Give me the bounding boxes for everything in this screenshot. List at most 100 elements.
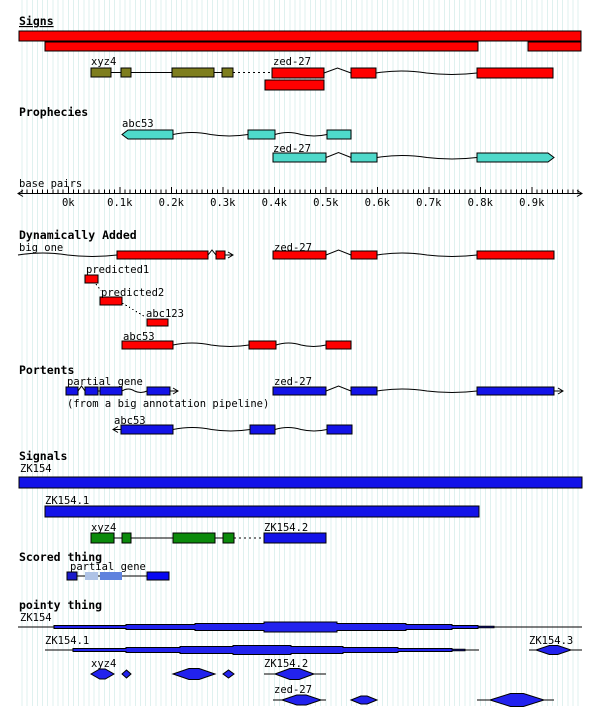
feature-sign-bar-mid-right[interactable]	[527, 41, 582, 52]
feature-box[interactable]	[527, 41, 582, 52]
exon-pointed[interactable]	[121, 129, 174, 140]
feature-xyz4-signs[interactable]: xyz4	[90, 56, 271, 78]
exon-box[interactable]	[18, 476, 583, 489]
feature-abc53-prophecies[interactable]: abc53	[121, 118, 352, 140]
spindle-shape[interactable]	[53, 621, 495, 633]
feature-zk154-bar[interactable]: ZK154	[18, 463, 583, 489]
feature-box[interactable]	[18, 30, 582, 42]
exon-box[interactable]	[171, 67, 215, 78]
exon-box[interactable]	[476, 67, 554, 79]
diamond[interactable]	[488, 693, 546, 707]
track-title-scored-thing: Scored thing	[19, 550, 102, 564]
exon-box[interactable]	[271, 67, 325, 79]
feature-abc53-portents[interactable]: abc53	[112, 415, 353, 435]
feature-zk154-2-pointy[interactable]: ZK154.2	[264, 658, 326, 680]
exon-box[interactable]	[65, 386, 79, 396]
exon-box[interactable]	[215, 250, 226, 260]
exon-box[interactable]	[146, 318, 169, 327]
exon-box[interactable]	[222, 532, 235, 544]
exon-box[interactable]	[350, 67, 377, 79]
scored-box[interactable]	[66, 571, 78, 581]
feature-label-zk154-bar: ZK154	[20, 463, 52, 475]
diamond[interactable]	[222, 669, 235, 679]
feature-sign-bar-mid-left[interactable]	[44, 41, 479, 52]
ruler-tick-label: 0.2k	[159, 197, 185, 209]
scored-box[interactable]	[85, 572, 98, 580]
feature-zk154-1-spindle[interactable]: ZK154.1	[45, 635, 479, 655]
exon-box[interactable]	[326, 424, 353, 435]
exon-pointed[interactable]	[476, 152, 555, 163]
feature-abc123[interactable]: abc123	[146, 308, 184, 327]
feature-label-abc123: abc123	[146, 308, 184, 320]
exon-box[interactable]	[84, 274, 99, 284]
exon-box[interactable]	[249, 424, 276, 435]
feature-sign-overlap-box[interactable]	[264, 79, 325, 91]
feature-abc53-dynamic[interactable]: abc53	[121, 331, 352, 350]
feature-zed-27-dynamic[interactable]: zed-27	[272, 242, 555, 260]
feature-sign-bar-top[interactable]	[18, 30, 582, 42]
feature-zed-27-prophecies[interactable]: zed-27	[272, 143, 555, 163]
exon-box[interactable]	[476, 250, 555, 260]
feature-label-zk154-2-box: ZK154.2	[264, 522, 308, 534]
feature-box[interactable]	[44, 41, 479, 52]
feature-big-one[interactable]: big one	[17, 242, 234, 260]
exon-box[interactable]	[146, 386, 171, 396]
feature-partial-gene-scored[interactable]: partial gene	[66, 561, 170, 581]
feature-zk154-spindle[interactable]: ZK154	[18, 612, 582, 633]
exon-box[interactable]	[272, 152, 327, 163]
exon-box[interactable]	[172, 532, 216, 544]
feature-zk154-2-box[interactable]: ZK154.2	[263, 522, 327, 544]
exon-box[interactable]	[120, 67, 132, 78]
feature-zed-27-signs[interactable]: zed-27	[271, 56, 554, 79]
exon-box[interactable]	[44, 505, 480, 518]
feature-label-partial-gene-scored: partial gene	[70, 561, 146, 573]
exon-box[interactable]	[120, 424, 174, 435]
exon-box[interactable]	[263, 532, 327, 544]
ruler-tick-label: 0.3k	[210, 197, 236, 209]
feature-zk154-1-bar[interactable]: ZK154.1	[44, 495, 480, 518]
feature-zed-27-portents[interactable]: zed-27	[272, 376, 564, 396]
diamond[interactable]	[534, 645, 573, 655]
diamond[interactable]	[280, 694, 323, 706]
exon-box[interactable]	[272, 386, 327, 396]
exon-box[interactable]	[99, 386, 123, 396]
exon-box[interactable]	[350, 250, 378, 260]
spindle-shape[interactable]	[72, 645, 466, 655]
diamond[interactable]	[171, 668, 217, 680]
feature-zed-27-pointy[interactable]: zed-27	[273, 684, 554, 707]
exon-box[interactable]	[221, 67, 234, 78]
exon-box[interactable]	[476, 386, 555, 396]
feature-predicted2[interactable]: predicted2	[99, 287, 164, 306]
feature-predicted1[interactable]: predicted1	[84, 264, 149, 284]
exon-box[interactable]	[84, 386, 99, 396]
exon-box[interactable]	[350, 386, 378, 396]
exon-box[interactable]	[90, 532, 115, 544]
exon-box[interactable]	[272, 250, 327, 260]
scored-box[interactable]	[146, 571, 170, 581]
feature-xyz4-pointy[interactable]: xyz4	[89, 658, 235, 680]
exon-box[interactable]	[121, 340, 174, 350]
exon-box[interactable]	[326, 129, 352, 140]
exon-box[interactable]	[325, 340, 352, 350]
feature-box[interactable]	[264, 79, 325, 91]
diamond[interactable]	[89, 668, 116, 680]
exon-box[interactable]	[121, 532, 132, 544]
feature-xyz4-signals[interactable]: xyz4	[90, 522, 263, 544]
exon-box[interactable]	[116, 250, 209, 260]
connector-hat	[323, 67, 352, 74]
exon-box[interactable]	[99, 296, 123, 306]
diamond[interactable]	[121, 669, 132, 679]
diamond[interactable]	[349, 695, 379, 705]
diamond[interactable]	[273, 668, 316, 680]
feature-zk154-3-pointy[interactable]: ZK154.3	[529, 635, 582, 655]
scored-box[interactable]	[100, 572, 122, 580]
connector-hat	[77, 385, 86, 392]
exon-box[interactable]	[248, 340, 277, 350]
exon-box[interactable]	[247, 129, 276, 140]
feature-partial-gene-portents[interactable]: partial gene	[65, 376, 179, 396]
exon-box[interactable]	[350, 152, 378, 163]
feature-label-zk154-3-pointy: ZK154.3	[529, 635, 573, 647]
exon-box[interactable]	[90, 67, 112, 78]
